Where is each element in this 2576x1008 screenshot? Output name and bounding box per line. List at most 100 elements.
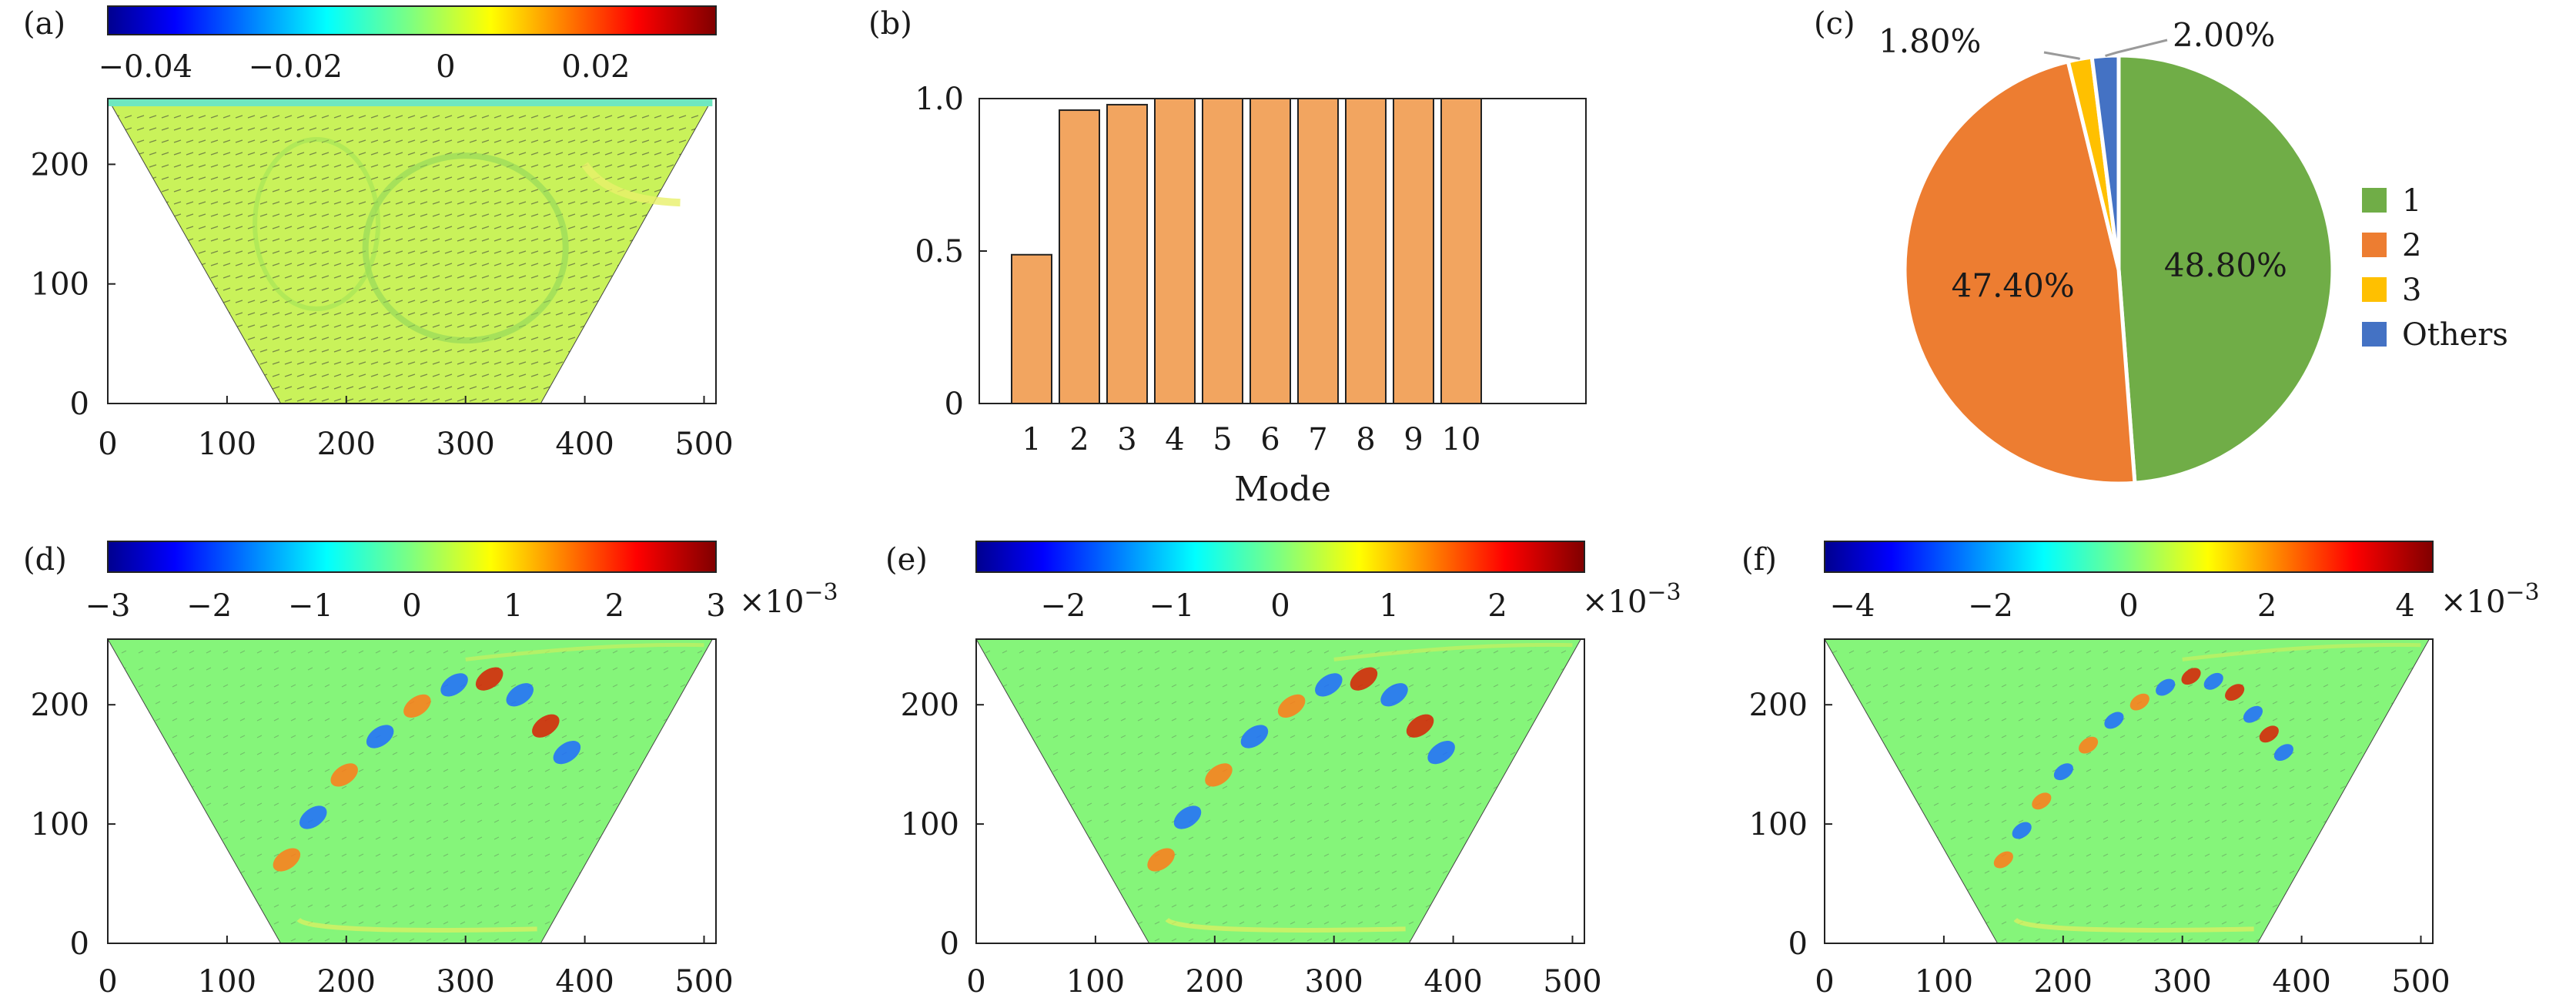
colorbar-tick-label: 0 [402, 588, 421, 624]
x-tick-label: 100 [1066, 964, 1125, 1000]
colorbar-multiplier: ×10−3 [2441, 579, 2540, 620]
slice-value-label: 48.80% [2164, 246, 2287, 284]
bar [1345, 98, 1387, 404]
x-tick-label: 100 [1915, 964, 1973, 1000]
wall-streak [2182, 642, 2421, 661]
axes-frame [975, 638, 1585, 944]
slice-value-label: 1.80% [1878, 22, 1981, 60]
vortex-ring [253, 137, 381, 312]
mode-structure [1205, 763, 1233, 787]
velocity-vectors [108, 99, 713, 404]
x-tick-label: 0 [966, 964, 985, 1000]
colorbar-tick-label: −1 [1149, 588, 1194, 624]
x-tick-label: 6 [1260, 422, 1280, 457]
mode-structure [1406, 714, 1434, 738]
x-tick-label: 500 [2391, 964, 2450, 1000]
velocity-vectors [108, 639, 713, 943]
mode-structure [2078, 736, 2099, 754]
mode-structure [1427, 741, 1455, 765]
mode-structure [1315, 673, 1343, 697]
x-axis-label: Mode [1234, 470, 1331, 509]
y-tick-label: 100 [31, 807, 89, 842]
x-tick-label: 3 [1117, 422, 1136, 457]
heatmap-panel: (f) −4 −2 0 2 4 ×10−3 0 100 200 300 400 500 0 100 200 [1741, 541, 2540, 1000]
pie-slice [1902, 59, 2137, 486]
mode-structure [2012, 822, 2032, 839]
colorbar-tick-label: 0 [436, 49, 455, 85]
axes-frame [1824, 638, 2434, 944]
legend-label: 2 [2402, 228, 2421, 263]
y-tick-label: 0 [945, 387, 964, 422]
y-tick-label: 0 [1788, 926, 1808, 962]
legend-label: 1 [2402, 183, 2421, 219]
mode-structure [1173, 805, 1202, 829]
bar [1202, 98, 1243, 404]
colorbar-tick-label: −0.04 [98, 49, 192, 85]
colorbar-multiplier: ×10−3 [739, 579, 838, 620]
y-tick-label: 200 [1749, 688, 1808, 723]
mode-structure [299, 805, 327, 829]
mode-structure [2259, 725, 2279, 743]
x-tick-label: 0 [98, 964, 117, 1000]
y-tick-label: 0 [70, 926, 89, 962]
bar [1011, 253, 1052, 405]
slice-value-label: 47.40% [1952, 267, 2075, 305]
x-tick-label: 0 [98, 427, 117, 462]
leader-line [2105, 39, 2168, 57]
colorbar [1824, 541, 2434, 573]
colorbar [975, 541, 1585, 573]
x-tick-label: 8 [1356, 422, 1375, 457]
colorbar-tick-label: −3 [85, 588, 131, 624]
bar [1440, 98, 1482, 404]
mode-structure [1147, 848, 1175, 872]
colorbar-tick-label: 2 [2257, 588, 2277, 624]
heatmap-panel: (a) −0.04 −0.02 0 0.02 0 100 200 300 400 500 0 100 20… [23, 5, 734, 462]
colorbar [107, 541, 717, 573]
heatmap-panel: (e) −2 −1 0 1 2 ×10−3 0 100 200 300 400 500 0 100 200 [885, 541, 1681, 1000]
mode-structure [2203, 672, 2223, 690]
mode-structure [2129, 693, 2149, 711]
x-tick-label: 200 [317, 427, 376, 462]
colorbar-tick-label: 3 [706, 588, 725, 624]
bar [1059, 109, 1100, 404]
bar [1106, 103, 1148, 404]
mode-structure [1380, 683, 1408, 707]
x-tick-label: 400 [555, 964, 614, 1000]
boundary-layer [108, 99, 713, 106]
bar [1250, 98, 1291, 404]
mode-structure [2104, 712, 2124, 729]
mode-structure [553, 741, 581, 765]
shear-layer [581, 162, 681, 207]
y-tick-label: 200 [31, 688, 89, 723]
x-tick-label: 5 [1213, 422, 1232, 457]
colorbar-tick-label: 1 [1379, 588, 1398, 624]
colorbar-tick-label: −2 [1040, 588, 1086, 624]
mode-structure [1277, 694, 1306, 718]
mode-structure [273, 848, 301, 872]
x-tick-label: 100 [198, 427, 256, 462]
legend-label: Others [2402, 317, 2508, 353]
legend-swatch [2362, 322, 2387, 347]
slice-value-label: 2.00% [2173, 16, 2275, 54]
panel-label: (a) [23, 6, 65, 42]
legend-swatch [2362, 188, 2387, 213]
velocity-vectors [976, 639, 1581, 943]
x-tick-label: 7 [1308, 422, 1327, 457]
mode-structure [2225, 684, 2245, 702]
wall-streak [1165, 917, 1406, 933]
x-tick-label: 500 [1543, 964, 1601, 1000]
panel-label: (c) [1814, 6, 1855, 42]
x-tick-label: 300 [437, 964, 495, 1000]
y-tick-label: 1.0 [915, 82, 964, 117]
x-tick-label: 2 [1069, 422, 1089, 457]
legend-label: 3 [2402, 273, 2421, 308]
legend-swatch [2362, 277, 2387, 302]
colorbar-tick-label: 2 [605, 588, 624, 624]
colorbar-tick-label: −2 [186, 588, 232, 624]
mode-structure [1993, 851, 2013, 869]
bar [1154, 98, 1196, 404]
axes-frame [107, 638, 717, 944]
mode-structure [403, 694, 431, 718]
colorbar-tick-label: −1 [288, 588, 333, 624]
x-tick-label: 400 [555, 427, 614, 462]
